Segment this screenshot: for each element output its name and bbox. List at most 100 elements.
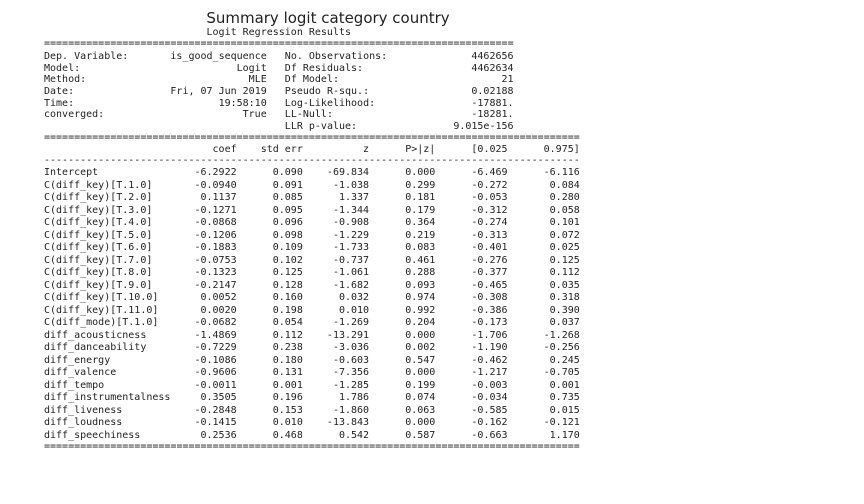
cell: 0.974 (405, 292, 436, 304)
cell: 0.204 (405, 317, 436, 329)
cell: 0.095 (272, 204, 303, 216)
row-name: C(diff_key)[T.1.0] (44, 179, 153, 191)
row-name: diff_energy (44, 354, 111, 366)
cell: -13.843 (326, 417, 370, 429)
cell: 0.153 (272, 404, 303, 416)
cell: 0.299 (405, 179, 436, 191)
info-label: Log-Likelihood: (284, 97, 376, 109)
cell: -1.269 (332, 317, 370, 329)
cell: -1.229 (332, 229, 370, 241)
cell: 0.112 (549, 267, 580, 279)
row-name: diff_acousticness (44, 329, 147, 341)
cell: -0.0753 (194, 254, 237, 266)
cell: 0.098 (272, 229, 303, 241)
row-name: diff_speechiness (44, 429, 141, 441)
cell: 0.074 (405, 392, 436, 404)
cell: 0.128 (272, 279, 303, 291)
info-label: LL-Null: (284, 109, 333, 121)
cell: 0.288 (405, 267, 436, 279)
cell: 0.280 (549, 192, 580, 204)
cell: 0.063 (405, 404, 436, 416)
cell: 0.001 (549, 379, 580, 391)
cell: -0.276 (471, 254, 508, 266)
cell: -13.291 (326, 329, 370, 341)
info-label: Model: (44, 62, 81, 74)
column-header: z (363, 144, 370, 155)
cell: -0.1415 (194, 417, 237, 429)
cell: -0.173 (471, 317, 508, 329)
info-value: Logit (236, 62, 267, 74)
cell: 0.181 (405, 192, 436, 204)
cell: 0.587 (405, 429, 436, 441)
info-value: 19:58:10 (218, 97, 267, 109)
cell: -0.1271 (194, 204, 237, 216)
cell: 0.542 (338, 429, 370, 441)
cell: 0.125 (549, 254, 580, 266)
cell: -0.312 (471, 204, 508, 216)
cell: -0.1206 (194, 229, 237, 241)
cell: 0.085 (272, 192, 303, 204)
row-name: diff_danceability (44, 342, 147, 354)
cell: -0.308 (471, 292, 508, 304)
cell: -0.386 (471, 304, 508, 316)
cell: -1.860 (332, 404, 370, 416)
cell: -1.285 (332, 379, 370, 391)
rule: ========================================… (44, 38, 514, 49)
cell: -0.585 (471, 404, 508, 416)
cell: 0.109 (272, 242, 303, 254)
row-name: C(diff_key)[T.9.0] (44, 279, 153, 291)
cell: -0.272 (471, 179, 508, 191)
cell: 0.547 (405, 354, 436, 366)
info-value: MLE (248, 74, 267, 86)
info-value: -17881. (471, 97, 514, 109)
cell: -0.274 (471, 217, 508, 229)
info-value: True (242, 109, 267, 121)
cell: 0.084 (549, 179, 580, 191)
cell: -0.377 (471, 267, 508, 279)
row-name: C(diff_mode)[T.1.0] (44, 317, 159, 329)
cell: 0.0020 (200, 304, 237, 316)
cell: 0.083 (405, 242, 436, 254)
cell: -0.1323 (194, 267, 237, 279)
cell: -7.356 (332, 367, 370, 379)
cell: 0.058 (549, 204, 580, 216)
cell: 0.093 (405, 279, 436, 291)
cell: 0.198 (272, 304, 303, 316)
cell: 0.735 (549, 392, 580, 404)
row-name: diff_liveness (44, 404, 123, 416)
cell: 0.015 (549, 404, 580, 416)
cell: 0.219 (405, 229, 436, 241)
row-name: C(diff_key)[T.3.0] (44, 204, 153, 216)
cell: 0.090 (272, 167, 303, 178)
rule: ----------------------------------------… (44, 155, 580, 166)
cell: -0.2848 (194, 404, 237, 416)
column-header: [0.025 (471, 144, 508, 155)
cell: 1.786 (338, 392, 370, 404)
row-name: C(diff_key)[T.5.0] (44, 229, 153, 241)
cell: -0.0011 (194, 379, 237, 391)
cell: 0.002 (405, 342, 436, 354)
info-label: LLR p-value: (284, 121, 358, 133)
cell: -0.0940 (194, 179, 237, 191)
cell: -69.834 (326, 167, 370, 178)
cell: 1.170 (549, 429, 580, 441)
cell: -0.908 (332, 217, 370, 229)
cell: 0.468 (272, 429, 303, 441)
cell: 0.318 (549, 292, 580, 304)
cell: 0.010 (272, 417, 303, 429)
column-header: P>|z| (405, 144, 436, 155)
row-name: C(diff_key)[T.7.0] (44, 254, 153, 266)
cell: 0.096 (272, 217, 303, 229)
cell: 0.101 (549, 217, 580, 229)
cell: -0.034 (471, 392, 508, 404)
cell: 0.131 (272, 367, 303, 379)
cell: -1.706 (471, 329, 508, 341)
info-value: 21 (501, 74, 514, 86)
cell: 0.238 (272, 342, 303, 354)
info-value: 4462634 (471, 62, 514, 74)
cell: -6.469 (471, 167, 508, 178)
cell: -1.038 (332, 179, 370, 191)
column-header: 0.975] (543, 144, 580, 155)
cell: 0.160 (272, 292, 303, 304)
